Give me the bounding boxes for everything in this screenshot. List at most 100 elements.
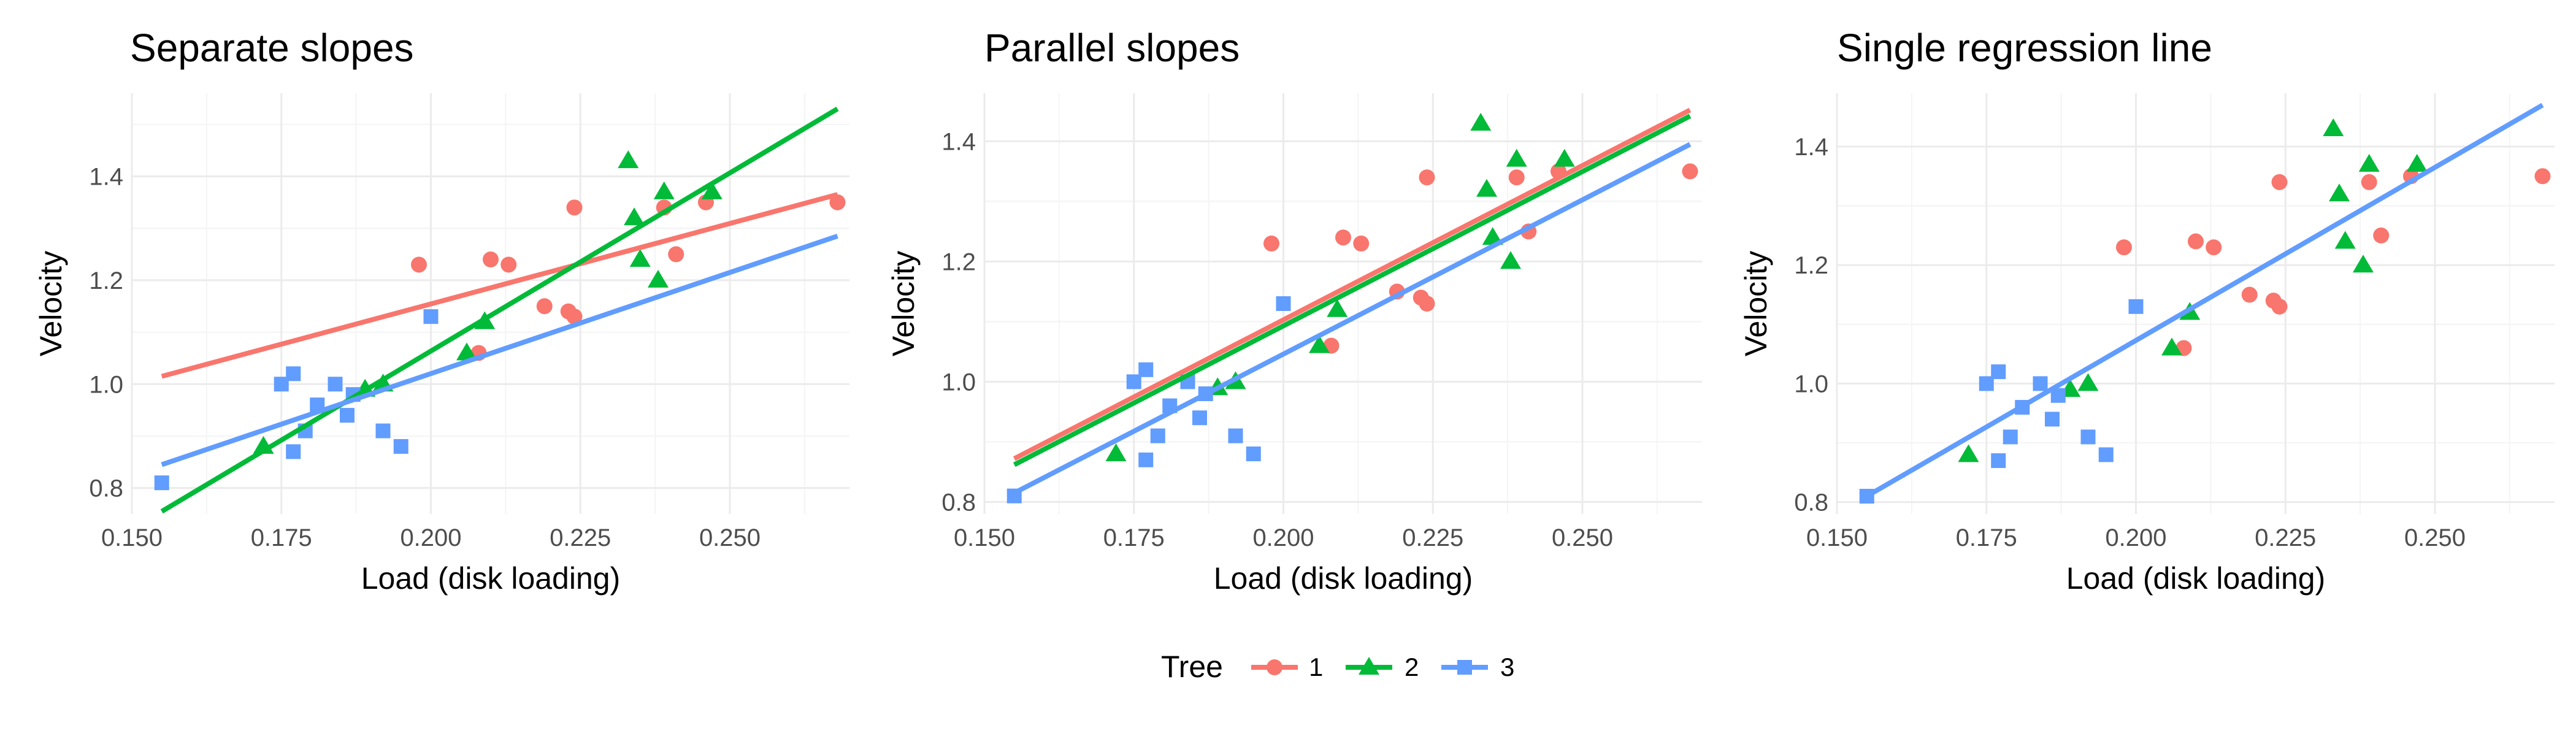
point-tree-2 — [2161, 337, 2182, 356]
x-tick-label: 0.200 — [2105, 524, 2166, 551]
point-tree-3 — [423, 309, 439, 324]
x-axis-title: Load (disk loading) — [361, 561, 621, 596]
point-tree-2 — [1476, 178, 1497, 197]
regression-line-1 — [1013, 107, 1692, 461]
regression-line-all — [1865, 102, 2544, 499]
point-tree-2 — [2329, 183, 2350, 202]
point-tree-2 — [2323, 118, 2344, 136]
x-tick-label: 0.225 — [1402, 524, 1463, 551]
legend: Tree 1 2 3 — [1161, 650, 1514, 684]
legend-key-point-2 — [1359, 657, 1379, 675]
point-tree-3 — [340, 408, 355, 423]
y-tick-label: 0.8 — [89, 475, 123, 502]
x-axis-title: Load (disk loading) — [2066, 561, 2326, 596]
point-tree-2 — [456, 342, 477, 361]
point-tree-1 — [411, 256, 427, 273]
point-tree-2 — [653, 181, 675, 199]
point-tree-1 — [2373, 227, 2390, 243]
point-tree-3 — [2045, 412, 2060, 427]
point-tree-1 — [1419, 169, 1435, 186]
point-tree-2 — [624, 207, 645, 226]
point-tree-3 — [1991, 364, 2006, 380]
y-tick-label: 1.2 — [1794, 252, 1828, 279]
point-tree-3 — [375, 423, 391, 439]
point-tree-3 — [1991, 453, 2006, 469]
point-tree-3 — [286, 366, 301, 381]
y-axis-title: Velocity — [886, 251, 921, 356]
point-tree-1 — [1263, 236, 1279, 251]
y-tick-label: 1.4 — [941, 128, 976, 155]
x-tick-label: 0.225 — [550, 524, 611, 551]
chart-panels: 0.150 0.175 0.200 0.225 0.250 0.8 1.0 1.2 1.4 Sep… — [34, 26, 2555, 596]
point-tree-3 — [1150, 428, 1165, 443]
point-tree-2 — [648, 269, 669, 288]
legend-label-1: 1 — [1309, 653, 1323, 681]
point-tree-2 — [629, 249, 651, 267]
point-tree-2 — [1506, 148, 1527, 167]
point-tree-2 — [2334, 231, 2356, 249]
plot-area — [132, 93, 849, 514]
legend-title: Tree — [1161, 650, 1223, 684]
point-tree-2 — [1958, 444, 1979, 462]
x-tick-label: 0.225 — [2255, 524, 2316, 551]
panel-2: 0.150 0.175 0.200 0.225 0.250 0.8 1.0 1.2 1.4 Par… — [886, 26, 1702, 596]
panel-1: 0.150 0.175 0.200 0.225 0.250 0.8 1.0 1.2 1.4 Sep… — [34, 26, 849, 596]
point-tree-1 — [2206, 239, 2222, 256]
x-tick-label: 0.150 — [954, 524, 1015, 551]
panel-title: Separate slopes — [130, 26, 414, 70]
point-tree-3 — [286, 444, 301, 459]
x-axis-title: Load (disk loading) — [1214, 561, 1473, 596]
y-tick-label: 0.8 — [1794, 489, 1828, 516]
legend-key-point-1 — [1267, 659, 1282, 675]
point-tree-2 — [618, 150, 639, 169]
point-tree-1 — [2361, 174, 2377, 190]
y-tick-label: 1.2 — [941, 248, 976, 275]
x-tick-label: 0.150 — [101, 524, 163, 551]
x-tick-label: 0.200 — [400, 524, 461, 551]
legend-item-1: 1 — [1251, 653, 1323, 681]
point-tree-2 — [1327, 299, 1348, 317]
regression-line-3 — [161, 234, 838, 467]
point-tree-1 — [1353, 236, 1370, 251]
regression-line-2 — [160, 106, 839, 514]
x-tick-label: 0.250 — [699, 524, 761, 551]
point-tree-3 — [1246, 447, 1261, 461]
y-tick-label: 1.2 — [89, 267, 123, 294]
point-tree-3 — [1276, 296, 1291, 311]
point-tree-3 — [1192, 410, 1207, 426]
panel-title: Parallel slopes — [984, 26, 1240, 70]
x-tick-label: 0.175 — [251, 524, 312, 551]
legend-item-2: 2 — [1346, 653, 1419, 681]
x-tick-label: 0.200 — [1252, 524, 1314, 551]
point-tree-2 — [2353, 255, 2374, 273]
panel-3: 0.150 0.175 0.200 0.225 0.250 0.8 1.0 1.2 1.4 Sin… — [1739, 26, 2555, 596]
point-tree-3 — [2080, 429, 2096, 445]
point-tree-2 — [2358, 153, 2380, 172]
point-tree-1 — [1419, 296, 1435, 312]
y-axis-title: Velocity — [1739, 251, 1773, 356]
point-tree-1 — [2271, 174, 2288, 190]
regression-line-1 — [161, 192, 838, 379]
legend-label-3: 3 — [1500, 653, 1514, 681]
point-tree-1 — [2534, 168, 2551, 185]
point-tree-3 — [1138, 452, 1154, 467]
point-tree-1 — [668, 246, 684, 263]
y-tick-label: 0.8 — [941, 489, 976, 516]
point-tree-1 — [483, 251, 499, 268]
point-tree-1 — [829, 194, 846, 210]
x-tick-label: 0.250 — [1552, 524, 1613, 551]
point-tree-3 — [1228, 428, 1243, 443]
point-tree-1 — [2188, 233, 2204, 250]
point-tree-2 — [1500, 251, 1521, 269]
point-tree-3 — [2033, 376, 2048, 391]
point-tree-1 — [2116, 239, 2132, 256]
point-tree-1 — [566, 199, 583, 216]
y-tick-label: 1.0 — [89, 371, 123, 398]
point-tree-3 — [393, 439, 408, 454]
point-tree-3 — [154, 475, 169, 491]
point-tree-2 — [1482, 227, 1503, 245]
point-tree-2 — [1470, 113, 1492, 131]
point-tree-2 — [2406, 153, 2428, 172]
point-tree-3 — [2128, 299, 2144, 314]
point-tree-2 — [1105, 443, 1127, 461]
